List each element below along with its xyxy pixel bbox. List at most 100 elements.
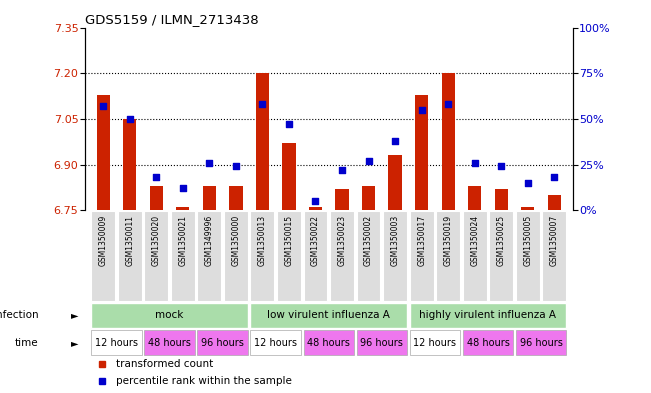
Bar bbox=[197, 330, 248, 355]
Bar bbox=[91, 303, 248, 328]
Bar bbox=[251, 303, 407, 328]
Bar bbox=[409, 211, 434, 301]
Point bbox=[257, 101, 268, 107]
Point bbox=[549, 174, 559, 180]
Bar bbox=[91, 211, 115, 301]
Bar bbox=[516, 211, 540, 301]
Text: 12 hours: 12 hours bbox=[413, 338, 456, 348]
Point bbox=[178, 185, 188, 191]
Bar bbox=[145, 330, 195, 355]
Bar bbox=[441, 73, 455, 210]
Text: GSM1350019: GSM1350019 bbox=[444, 215, 452, 266]
Text: 48 hours: 48 hours bbox=[467, 338, 509, 348]
Text: GSM1350020: GSM1350020 bbox=[152, 215, 161, 266]
Text: GSM1350013: GSM1350013 bbox=[258, 215, 267, 266]
Text: 96 hours: 96 hours bbox=[201, 338, 244, 348]
Bar bbox=[409, 330, 460, 355]
Text: GSM1350007: GSM1350007 bbox=[550, 215, 559, 266]
Bar bbox=[415, 94, 428, 210]
Bar bbox=[91, 330, 142, 355]
Text: GSM1350011: GSM1350011 bbox=[125, 215, 134, 266]
Bar bbox=[123, 119, 136, 210]
Text: time: time bbox=[14, 338, 38, 348]
Text: GSM1350021: GSM1350021 bbox=[178, 215, 187, 266]
Text: GSM1350022: GSM1350022 bbox=[311, 215, 320, 266]
Text: GDS5159 / ILMN_2713438: GDS5159 / ILMN_2713438 bbox=[85, 13, 258, 26]
Text: percentile rank within the sample: percentile rank within the sample bbox=[117, 376, 292, 386]
Bar bbox=[357, 330, 407, 355]
Text: transformed count: transformed count bbox=[117, 359, 214, 369]
Text: 48 hours: 48 hours bbox=[307, 338, 350, 348]
Bar bbox=[468, 186, 481, 210]
Bar bbox=[202, 186, 216, 210]
Bar bbox=[303, 211, 327, 301]
Text: 12 hours: 12 hours bbox=[95, 338, 138, 348]
Bar bbox=[171, 211, 195, 301]
Bar bbox=[251, 211, 274, 301]
Point bbox=[443, 101, 453, 107]
Bar bbox=[542, 211, 566, 301]
Point bbox=[151, 174, 161, 180]
Text: GSM1350003: GSM1350003 bbox=[391, 215, 400, 266]
Text: ►: ► bbox=[71, 310, 79, 320]
Text: GSM1350024: GSM1350024 bbox=[470, 215, 479, 266]
Point bbox=[337, 167, 347, 173]
Bar bbox=[251, 330, 301, 355]
Text: low virulent influenza A: low virulent influenza A bbox=[268, 310, 390, 320]
Text: GSM1350017: GSM1350017 bbox=[417, 215, 426, 266]
Bar bbox=[145, 211, 168, 301]
Point bbox=[204, 160, 215, 166]
Bar bbox=[150, 186, 163, 210]
Bar bbox=[357, 211, 380, 301]
Point bbox=[417, 107, 427, 113]
Point bbox=[311, 198, 321, 204]
Bar bbox=[197, 211, 221, 301]
Bar bbox=[335, 189, 349, 210]
Text: 12 hours: 12 hours bbox=[254, 338, 298, 348]
Bar bbox=[277, 211, 301, 301]
Text: GSM1350023: GSM1350023 bbox=[337, 215, 346, 266]
Bar bbox=[176, 207, 189, 210]
Point bbox=[363, 158, 374, 164]
Point bbox=[523, 180, 533, 186]
Text: GSM1350005: GSM1350005 bbox=[523, 215, 533, 266]
Bar bbox=[516, 330, 566, 355]
Bar bbox=[330, 211, 354, 301]
Bar bbox=[389, 155, 402, 210]
Bar bbox=[303, 330, 354, 355]
Bar bbox=[283, 143, 296, 210]
Text: 48 hours: 48 hours bbox=[148, 338, 191, 348]
Text: ►: ► bbox=[71, 338, 79, 348]
Text: GSM1350015: GSM1350015 bbox=[284, 215, 294, 266]
Text: 96 hours: 96 hours bbox=[361, 338, 403, 348]
Bar bbox=[224, 211, 248, 301]
Bar bbox=[409, 303, 566, 328]
Text: GSM1350009: GSM1350009 bbox=[99, 215, 107, 266]
Point bbox=[230, 163, 241, 169]
Text: GSM1350000: GSM1350000 bbox=[231, 215, 240, 266]
Point bbox=[98, 103, 109, 109]
Bar bbox=[309, 207, 322, 210]
Point bbox=[469, 160, 480, 166]
Text: GSM1350002: GSM1350002 bbox=[364, 215, 373, 266]
Bar bbox=[490, 211, 513, 301]
Bar bbox=[463, 330, 513, 355]
Bar bbox=[495, 189, 508, 210]
Bar bbox=[383, 211, 407, 301]
Bar bbox=[521, 207, 534, 210]
Bar bbox=[96, 94, 110, 210]
Bar bbox=[547, 195, 561, 210]
Bar bbox=[229, 186, 243, 210]
Bar bbox=[118, 211, 142, 301]
Text: GSM1349996: GSM1349996 bbox=[205, 215, 214, 266]
Text: infection: infection bbox=[0, 310, 38, 320]
Text: GSM1350025: GSM1350025 bbox=[497, 215, 506, 266]
Bar bbox=[436, 211, 460, 301]
Point bbox=[390, 138, 400, 144]
Bar bbox=[256, 73, 269, 210]
Point bbox=[284, 121, 294, 127]
Point bbox=[496, 163, 506, 169]
Text: highly virulent influenza A: highly virulent influenza A bbox=[419, 310, 557, 320]
Bar bbox=[362, 186, 375, 210]
Text: 96 hours: 96 hours bbox=[519, 338, 562, 348]
